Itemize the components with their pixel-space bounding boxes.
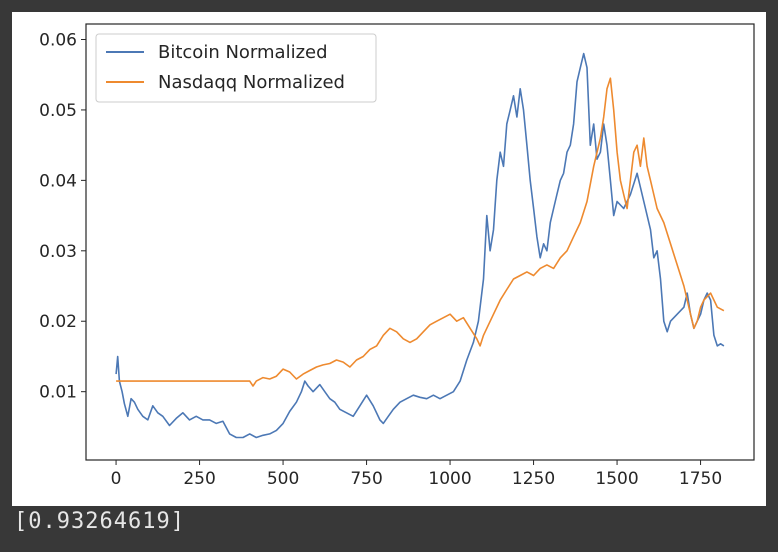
y-axis: 0.01 0.02 0.03 0.04 0.05 0.06	[39, 30, 86, 403]
series-line-1	[116, 77, 725, 387]
legend-label-0: Bitcoin Normalized	[158, 42, 328, 63]
x-tick-label-3: 750	[350, 469, 382, 489]
cell-output-text: [0.93264619]	[14, 509, 185, 534]
axes-frame	[85, 23, 755, 461]
legend-label-1: Nasdaqq Normalized	[158, 72, 345, 93]
y-tick-label-0: 0.01	[39, 383, 77, 403]
legend-box	[95, 33, 377, 103]
x-tick-label-2: 500	[267, 469, 299, 489]
x-tick-label-7: 1750	[679, 469, 722, 489]
series-line-0	[115, 52, 725, 439]
y-tick-label-3: 0.04	[39, 171, 77, 191]
figure-frame: 0 250 500 750 1000 1250 1500 1750 0.01 0.02 0.03 0…	[12, 12, 766, 506]
x-tick-label-0: 0	[111, 469, 122, 489]
x-tick-label-5: 1250	[512, 469, 555, 489]
y-tick-label-4: 0.05	[39, 101, 77, 121]
x-tick-label-1: 250	[183, 469, 215, 489]
y-tick-label-2: 0.03	[39, 242, 77, 262]
series-layer	[115, 52, 725, 439]
x-tick-label-6: 1500	[595, 469, 638, 489]
x-tick-label-4: 1000	[428, 469, 471, 489]
y-tick-label-5: 0.06	[39, 30, 77, 50]
line-chart: 0 250 500 750 1000 1250 1500 1750 0.010.020.030…	[12, 12, 766, 506]
x-axis: 0 250 500 750 1000 1250 1500 1750	[111, 460, 722, 489]
legend: Bitcoin Normalized Nasdaqq Normalized	[95, 33, 377, 103]
y-tick-label-1: 0.02	[39, 312, 77, 332]
